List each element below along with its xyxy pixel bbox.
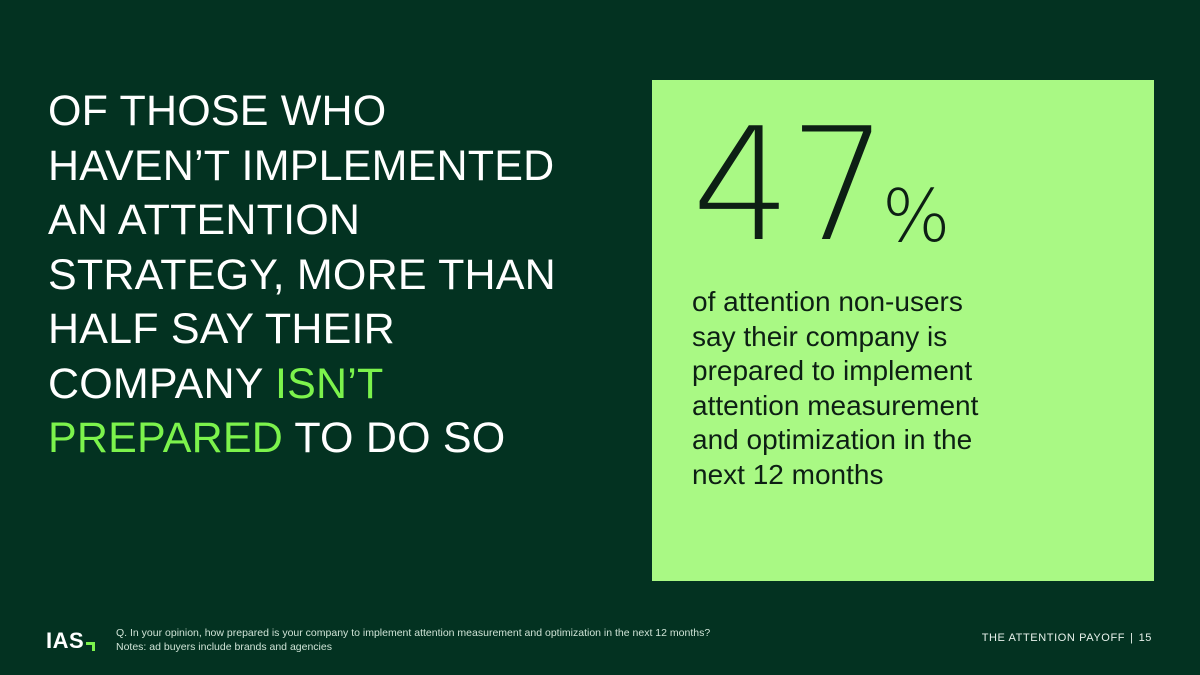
stat-description: of attention non-users say their company…: [692, 285, 1092, 492]
stat-description-line: prepared to implement: [692, 355, 973, 386]
headline-line: HAVEN’T IMPLEMENTED: [48, 141, 555, 190]
ias-logo: IAS: [46, 626, 96, 653]
report-title: THE ATTENTION PAYOFF: [981, 632, 1126, 644]
footnote-question: Q. In your opinion, how prepared is your…: [116, 627, 711, 639]
headline-accent-text: ISN’T: [275, 359, 384, 408]
headline-line: AN ATTENTION: [48, 196, 361, 244]
headline-line: COMPANY ISN’T: [48, 357, 648, 412]
stat-value: 47: [692, 94, 889, 276]
headline-text: TO DO SO: [282, 414, 506, 462]
headline: OF THOSE WHO HAVEN’T IMPLEMENTED AN ATTE…: [48, 84, 648, 466]
stat-unit: %: [882, 174, 951, 258]
headline-line: HALF SAY THEIR: [48, 305, 395, 353]
stat-description-line: next 12 months: [692, 458, 884, 490]
stat-card: 47 % of attention non-users say their co…: [652, 80, 1154, 581]
headline-line: PREPARED TO DO SO: [48, 411, 648, 466]
footnote: Q. In your opinion, how prepared is your…: [116, 626, 876, 654]
page-number: 15: [1138, 632, 1152, 644]
stat-description-line: say their company is: [692, 320, 948, 352]
headline-line: STRATEGY, MORE THAN: [48, 250, 556, 299]
stat-description-line: attention measurement: [692, 389, 979, 421]
headline-line: OF THOSE WHO: [48, 87, 387, 135]
corner-mark-icon: [86, 642, 96, 651]
page-separator: |: [1130, 632, 1134, 644]
stat-description-line: of attention non-users: [692, 286, 963, 317]
footnote-notes: Notes: ad buyers include brands and agen…: [116, 641, 332, 653]
stat-description-line: and optimization in the: [692, 424, 973, 455]
page-marker: THE ATTENTION PAYOFF | 15: [982, 632, 1152, 644]
headline-text: COMPANY: [48, 359, 275, 408]
headline-accent-text: PREPARED: [48, 414, 283, 462]
logo-text: IAS: [46, 628, 85, 653]
